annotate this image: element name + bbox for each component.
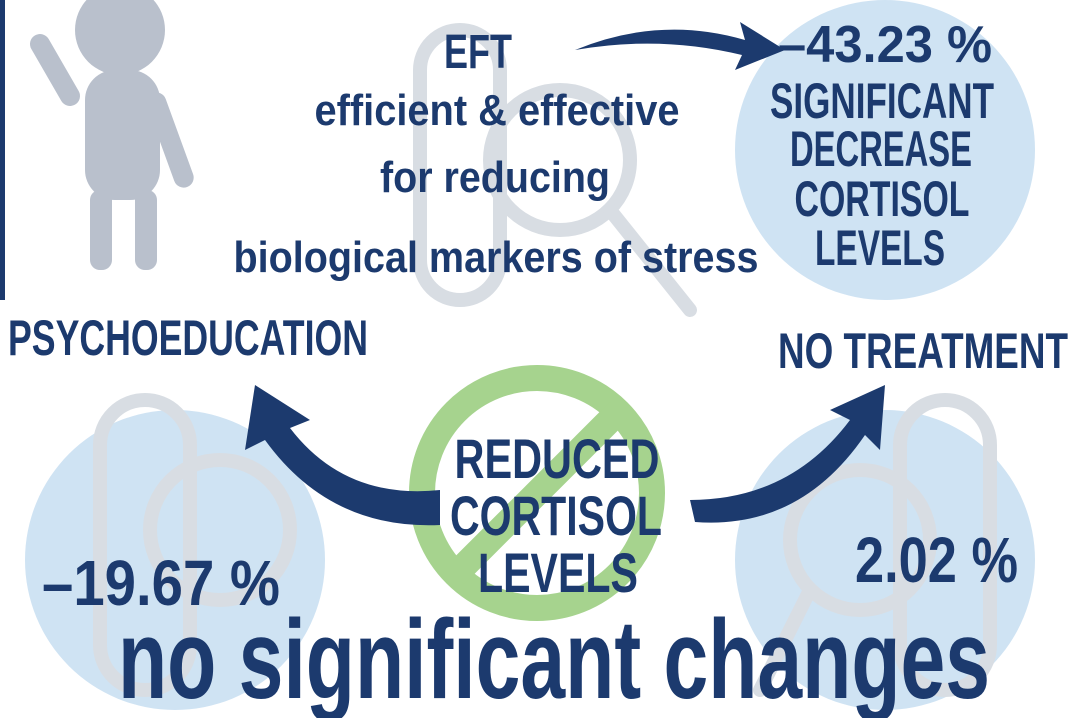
eft-description: biological markers of stress xyxy=(234,233,759,282)
center-text: CORTISOL xyxy=(450,484,662,547)
no-treatment-result: 2.02 % xyxy=(855,524,1018,596)
eft-note: LEVELS xyxy=(815,220,945,276)
footer: no significant changes xyxy=(118,597,990,718)
psychoeducation-label: PSYCHOEDUCATION xyxy=(8,310,368,366)
center-text: LEVELS xyxy=(478,541,638,604)
center-text: REDUCED xyxy=(455,427,660,490)
eft-note: DECREASE xyxy=(790,121,972,177)
eft-description: efficient & effective xyxy=(315,86,680,135)
eft-result: –43.23 % xyxy=(778,16,992,74)
infographic: EFT efficient & effective for reducing b… xyxy=(0,0,1074,718)
no-treatment-label: NO TREATMENT xyxy=(778,323,1068,379)
eft-description: for reducing xyxy=(380,153,610,202)
eft-note: CORTISOL xyxy=(795,171,970,227)
eft-title: EFT xyxy=(444,26,512,79)
